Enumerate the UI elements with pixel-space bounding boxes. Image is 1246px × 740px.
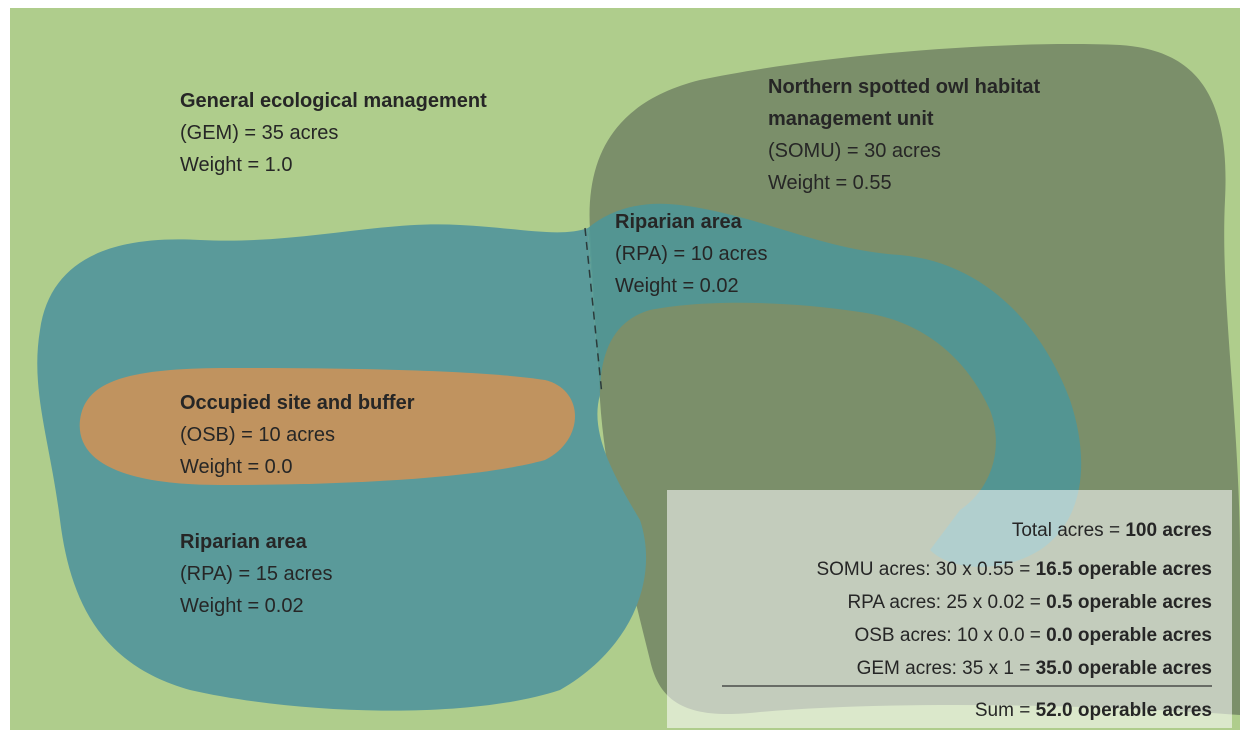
zone-title: Occupied site and buffer: [180, 392, 415, 414]
osb-area: [79, 368, 575, 485]
summary-label: SOMU acres: 30 x 0.55 =: [816, 559, 1030, 580]
rpa-upper-label: Riparian area (RPA) = 10 acres Weight = …: [615, 211, 767, 297]
summary-line: OSB acres: 10 x 0.0 = 0.0 operable acres: [854, 625, 1212, 646]
summary-line: RPA acres: 25 x 0.02 = 0.5 operable acre…: [847, 592, 1212, 613]
zone-area: (RPA) = 10 acres: [615, 243, 767, 265]
zone-title: management unit: [768, 108, 934, 130]
zone-title: General ecological management: [180, 90, 487, 112]
summary-box: [667, 490, 1232, 728]
summary-result: 16.5 operable acres: [1036, 559, 1212, 580]
zone-weight: Weight = 0.02: [615, 275, 739, 297]
summary-result: 35.0 operable acres: [1036, 658, 1212, 679]
summary-result: 0.0 operable acres: [1046, 625, 1212, 646]
summary-line: SOMU acres: 30 x 0.55 = 16.5 operable ac…: [816, 559, 1212, 580]
summary-label: GEM acres: 35 x 1 =: [857, 658, 1031, 679]
summary-result: 52.0 operable acres: [1036, 700, 1212, 721]
summary-result: 0.5 operable acres: [1046, 592, 1212, 613]
summary-label: OSB acres: 10 x 0.0 =: [854, 625, 1040, 646]
zone-title: Riparian area: [180, 531, 308, 553]
summary-sum: Sum = 52.0 operable acres: [975, 700, 1212, 721]
summary: Total acres = 100 acres SOMU acres: 30 x…: [722, 520, 1212, 721]
zone-area: (OSB) = 10 acres: [180, 424, 335, 446]
summary-line: Total acres = 100 acres: [1012, 520, 1212, 541]
osb-label: Occupied site and buffer (OSB) = 10 acre…: [180, 392, 415, 478]
somu-label: Northern spotted owl habitat management …: [768, 76, 1041, 194]
zone-area: (RPA) = 15 acres: [180, 563, 332, 585]
zone-weight: Weight = 1.0: [180, 154, 292, 176]
riparian-upper-area: [588, 203, 1082, 567]
gem-label: General ecological management (GEM) = 35…: [180, 90, 487, 176]
zone-weight: Weight = 0.02: [180, 595, 304, 617]
summary-label: Sum =: [975, 700, 1030, 721]
summary-label: Total acres =: [1012, 520, 1120, 541]
zone-area: (GEM) = 35 acres: [180, 122, 338, 144]
summary-result: 100 acres: [1125, 520, 1212, 541]
summary-label: RPA acres: 25 x 0.02 =: [847, 592, 1040, 613]
rpa-lower-label: Riparian area (RPA) = 15 acres Weight = …: [180, 531, 332, 617]
summary-line: GEM acres: 35 x 1 = 35.0 operable acres: [857, 658, 1212, 679]
zone-weight: Weight = 0.0: [180, 456, 292, 478]
zone-weight: Weight = 0.55: [768, 172, 892, 194]
zone-title: Riparian area: [615, 211, 743, 233]
zone-title: Northern spotted owl habitat: [768, 76, 1041, 98]
zone-area: (SOMU) = 30 acres: [768, 140, 941, 162]
